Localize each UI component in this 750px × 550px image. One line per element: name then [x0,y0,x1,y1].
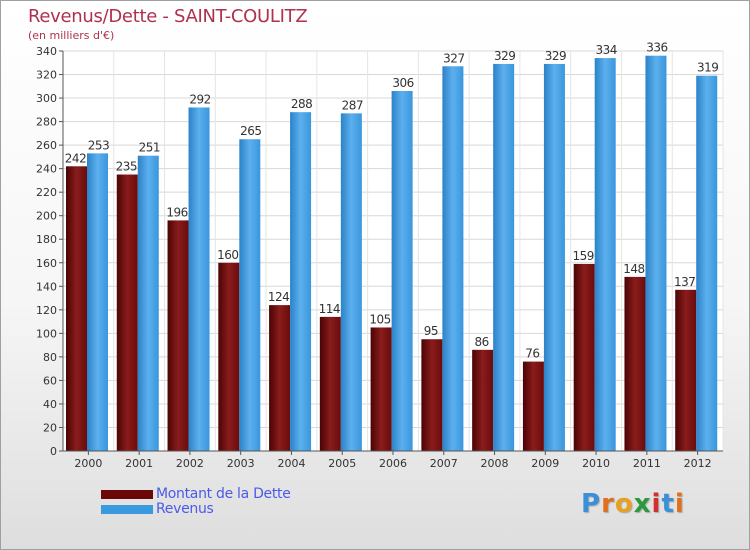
y-tick-label: 60 [43,374,57,387]
y-tick-label: 220 [36,186,57,199]
proxiti-logo: Proxiti [581,489,685,519]
y-tick-label: 160 [36,257,57,270]
bar-revenus-2004 [290,112,312,452]
data-label-revenus-2010: 334 [595,43,616,57]
data-label-debt-2012: 137 [674,275,695,289]
bar-revenus-2000 [87,153,108,451]
data-label-revenus-2011: 336 [646,41,667,55]
bar-revenus-2010 [594,58,616,451]
data-label-debt-2002: 196 [166,205,187,219]
bar-revenus-2006 [391,91,413,451]
logo-letter: x [633,489,652,519]
y-tick-label: 340 [36,45,57,58]
data-label-revenus-2009: 329 [545,49,566,63]
data-label-revenus-2003: 265 [240,124,261,138]
data-label-debt-2000: 242 [65,151,86,165]
x-tick-label: 2006 [379,457,407,470]
x-tick-label: 2011 [633,457,661,470]
bar-debt-2007 [421,339,443,451]
x-tick-label: 2008 [481,457,509,470]
bar-debt-2003 [218,262,240,451]
logo-letter: r [601,489,615,519]
bar-debt-2008 [472,349,494,451]
bar-debt-2009 [522,361,544,451]
bar-revenus-2012 [696,75,718,452]
data-label-debt-2009: 76 [525,347,539,361]
data-label-revenus-2002: 292 [189,92,210,106]
bar-revenus-2002 [188,107,210,452]
data-label-revenus-2012: 319 [697,61,718,75]
x-tick-label: 2007 [430,457,458,470]
logo-letter: P [581,489,602,519]
y-tick-label: 120 [36,304,57,317]
bar-debt-2010 [573,263,595,451]
data-label-revenus-2004: 288 [291,97,312,111]
y-tick-label: 320 [36,69,57,82]
y-tick-label: 20 [43,421,57,434]
bar-revenus-2001 [137,155,159,452]
data-label-revenus-2006: 306 [392,76,413,90]
legend-label-debt: Montant de la Dette [156,486,291,502]
x-tick-label: 2009 [531,457,559,470]
logo-letter: t [661,489,675,519]
bar-debt-2012 [675,289,697,451]
bar-revenus-2003 [239,139,261,451]
bar-debt-2002 [167,220,189,451]
bar-debt-2011 [624,276,646,451]
y-tick-label: 240 [36,163,57,176]
data-label-debt-2007: 95 [424,324,438,338]
bar-debt-2005 [319,316,341,451]
y-tick-label: 40 [43,398,57,411]
legend-label-revenus: Revenus [156,501,214,517]
bar-revenus-2005 [340,113,362,452]
y-tick-label: 280 [36,116,57,129]
y-tick-label: 140 [36,280,57,293]
y-tick-label: 180 [36,233,57,246]
x-tick-label: 2000 [74,457,102,470]
chart-title: Revenus/Dette - SAINT-COULITZ [28,6,308,27]
y-tick-label: 200 [36,210,57,223]
y-tick-label: 0 [50,445,57,458]
logo-letter: i [651,489,662,519]
data-label-debt-2011: 148 [623,262,644,276]
y-tick-label: 80 [43,351,57,364]
data-label-revenus-2008: 329 [494,49,515,63]
data-label-revenus-2000: 253 [88,138,109,152]
y-tick-label: 100 [36,327,57,340]
x-tick-label: 2012 [684,457,712,470]
x-tick-label: 2004 [277,457,305,470]
data-label-debt-2010: 159 [572,249,593,263]
data-label-revenus-2001: 251 [139,141,160,155]
y-tick-label: 300 [36,92,57,105]
data-label-debt-2003: 160 [217,248,238,262]
legend-swatch-debt [101,490,153,499]
bar-revenus-2008 [493,63,515,452]
x-tick-label: 2003 [227,457,255,470]
data-label-revenus-2007: 327 [443,51,464,65]
data-label-debt-2008: 86 [475,335,489,349]
chart-subtitle: (en milliers d'€) [28,29,115,42]
data-label-debt-2006: 105 [369,312,390,326]
bar-debt-2006 [370,327,392,451]
bar-revenus-2011 [645,55,667,452]
bar-debt-2000 [66,166,87,451]
bar-debt-2001 [116,174,138,451]
x-tick-label: 2002 [176,457,204,470]
data-label-revenus-2005: 287 [342,98,363,112]
x-tick-label: 2005 [328,457,356,470]
x-tick-label: 2010 [582,457,610,470]
bar-debt-2004 [269,305,291,451]
bar-revenus-2009 [543,63,565,452]
x-tick-label: 2001 [125,457,153,470]
data-label-debt-2001: 235 [116,160,137,174]
legend-swatch-revenus [101,505,153,514]
logo-letter: o [614,489,634,519]
data-label-debt-2005: 114 [319,302,340,316]
data-label-debt-2004: 124 [268,290,289,304]
y-tick-label: 260 [36,139,57,152]
bar-revenus-2007 [442,66,464,451]
logo-letter: i [674,489,685,519]
